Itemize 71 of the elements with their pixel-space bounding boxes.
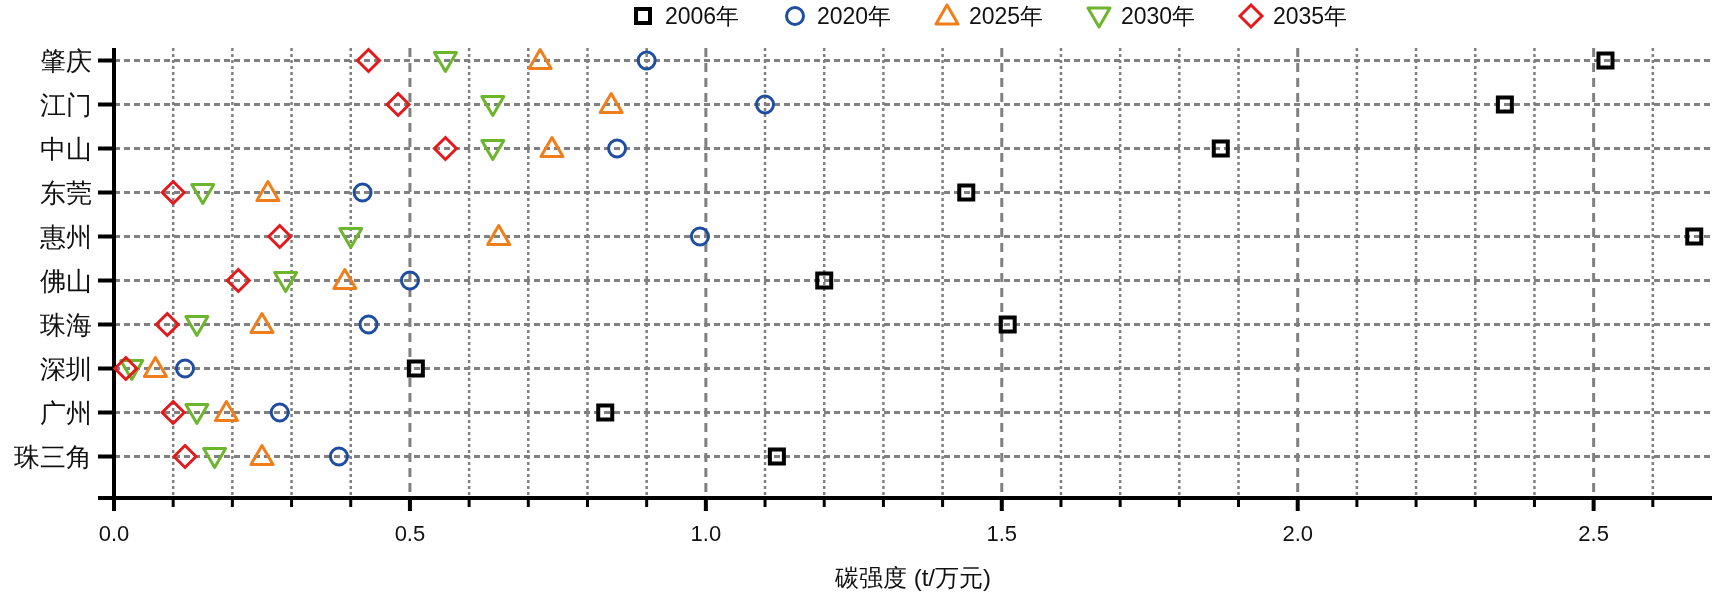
point xyxy=(1685,227,1704,246)
point xyxy=(249,444,275,466)
point xyxy=(432,51,458,73)
point xyxy=(172,444,198,469)
point xyxy=(160,400,186,425)
point xyxy=(432,136,458,161)
point xyxy=(255,180,281,202)
point xyxy=(160,180,186,205)
y-tick-label: 深圳 xyxy=(40,353,92,384)
y-tick-label: 佛山 xyxy=(40,265,92,296)
point xyxy=(486,224,512,246)
point xyxy=(406,359,425,378)
x-tick-label: 0.5 xyxy=(394,521,426,546)
x-tick-label: 1.5 xyxy=(986,521,1018,546)
x-tick-label: 2.0 xyxy=(1282,521,1313,546)
x-tick-label: 1.0 xyxy=(690,521,722,546)
point xyxy=(184,403,210,425)
point xyxy=(267,224,293,249)
point xyxy=(175,358,196,379)
point xyxy=(338,227,364,249)
y-tick-label: 惠州 xyxy=(39,221,92,252)
x-tick-label: 0.0 xyxy=(98,521,130,546)
point xyxy=(596,403,615,422)
point xyxy=(202,447,228,469)
point xyxy=(358,314,379,335)
point xyxy=(755,94,776,115)
point xyxy=(269,402,290,423)
point xyxy=(1211,139,1230,158)
point xyxy=(767,447,786,466)
point xyxy=(352,182,373,203)
point xyxy=(225,268,251,293)
point xyxy=(190,183,216,205)
point xyxy=(1596,51,1615,70)
y-tick-label: 珠海 xyxy=(40,309,92,340)
point xyxy=(184,315,210,337)
legend-label: 2025年 xyxy=(969,3,1044,29)
point xyxy=(957,183,976,202)
point xyxy=(273,271,299,293)
point xyxy=(527,48,553,70)
point xyxy=(689,226,710,247)
x-axis-title: 碳强度 (t/万元) xyxy=(834,564,991,591)
legend-label: 2030年 xyxy=(1121,3,1196,29)
point xyxy=(480,95,506,117)
point xyxy=(998,315,1017,334)
point xyxy=(356,48,381,73)
legend-label: 2006年 xyxy=(665,3,740,29)
point xyxy=(480,139,506,161)
y-tick-label: 广州 xyxy=(40,397,92,428)
point xyxy=(154,312,180,337)
point xyxy=(113,356,139,381)
point xyxy=(815,271,834,290)
point xyxy=(399,270,420,291)
point xyxy=(328,446,349,467)
legend-label: 2020年 xyxy=(817,3,892,29)
point xyxy=(213,400,239,422)
point xyxy=(385,92,411,117)
point xyxy=(142,356,168,378)
y-tick-label: 珠三角 xyxy=(14,441,92,472)
point xyxy=(607,138,628,159)
y-tick-label: 肇庆 xyxy=(40,45,92,76)
point xyxy=(332,268,358,290)
point xyxy=(598,92,624,114)
point xyxy=(249,312,275,334)
legend-label: 2035年 xyxy=(1273,3,1348,29)
y-tick-label: 东莞 xyxy=(40,177,92,208)
y-tick-label: 江门 xyxy=(40,89,92,120)
point xyxy=(636,50,657,71)
y-tick-label: 中山 xyxy=(40,133,92,164)
point xyxy=(1495,95,1514,114)
x-tick-label: 2.5 xyxy=(1578,521,1609,546)
point xyxy=(539,136,565,158)
